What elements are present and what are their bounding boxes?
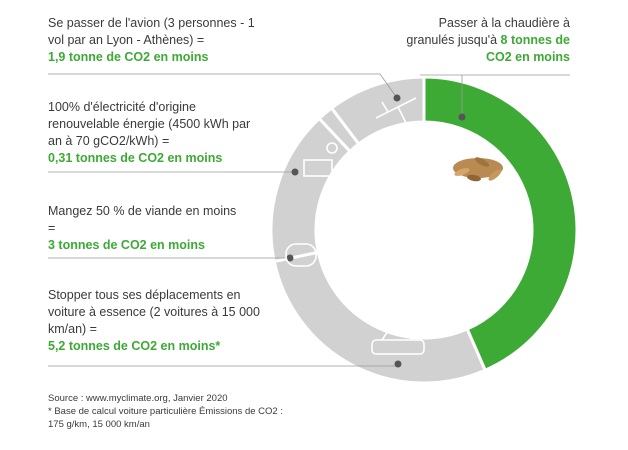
car-icon (371, 339, 425, 355)
dot (458, 113, 466, 121)
value-label: 0,31 tonnes de CO2 en moins (48, 151, 223, 165)
dots (286, 94, 466, 368)
leaders (48, 73, 570, 367)
donut (269, 75, 579, 385)
value-label: 8 tonnes de CO2 en moins (485, 33, 570, 64)
icons (285, 97, 425, 355)
donut-segment (329, 75, 426, 147)
label: Stopper tous ses déplacements en voiture… (48, 287, 273, 355)
footnote: * Base de calcul voiture particulière Ém… (48, 406, 283, 430)
value-label: 1,9 tonne de CO2 en moins (48, 50, 209, 64)
car-icon (381, 330, 413, 341)
donut-segment (422, 75, 579, 373)
leader (48, 73, 398, 99)
dot (393, 94, 401, 102)
value-label: 5,2 tonnes de CO2 en moins* (48, 339, 221, 353)
label-text: Se passer de l'avion (3 personnes - 1 vo… (48, 16, 255, 47)
meat-icon (285, 243, 317, 267)
solar-icon (303, 159, 333, 177)
source: Source : www.myclimate.org, Janvier 2020 (48, 393, 228, 404)
dot (394, 360, 402, 368)
pellets (453, 157, 503, 182)
label: Mangez 50 % de viande en moins = 3 tonnes… (48, 203, 238, 254)
label-text: 100% d'électricité d'origine renouvelabl… (48, 100, 251, 148)
dot (286, 254, 294, 262)
donut-segment (272, 250, 488, 385)
leader (48, 364, 399, 367)
label-text: Stopper tous ses déplacements en voiture… (48, 288, 260, 336)
label: Se passer de l'avion (3 personnes - 1 vo… (48, 15, 273, 66)
label: Passer à la chaudière à granulés jusqu'à… (395, 15, 570, 66)
solar-icon (326, 142, 338, 154)
label: 100% d'électricité d'origine renouvelabl… (48, 99, 263, 167)
value-label: 3 tonnes de CO2 en moins (48, 238, 205, 252)
label-text: Mangez 50 % de viande en moins = (48, 204, 237, 235)
dot (291, 168, 299, 176)
source-block: Source : www.myclimate.org, Janvier 2020… (48, 392, 298, 431)
label-text: Passer à la chaudière à granulés jusqu'à (406, 16, 570, 47)
plane-icon (375, 97, 417, 124)
